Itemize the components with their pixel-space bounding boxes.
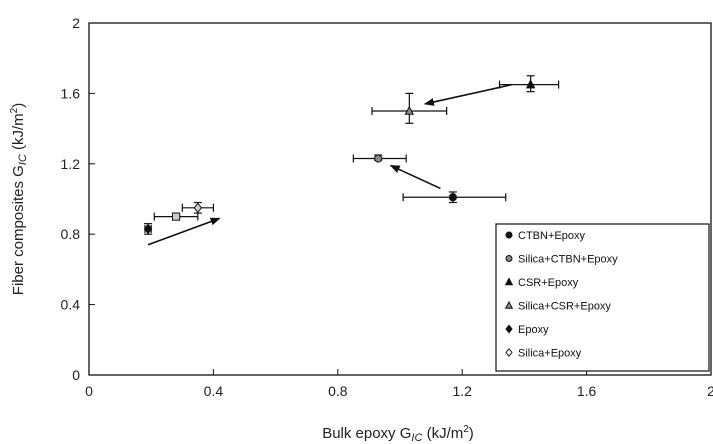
y-tick-label: 0.8 (61, 226, 81, 242)
y-axis-title-unit: (kJ/m (10, 113, 27, 154)
y-tick-label: 1.6 (61, 85, 81, 101)
x-tick-label: 1.6 (577, 383, 597, 399)
x-axis-title-sup: 2 (463, 424, 469, 435)
data-point (448, 193, 457, 202)
plot-area: 0 0.4 0.8 1.2 1.6 2 0 0.4 0.8 1.2 1.6 2 (61, 15, 713, 399)
legend-marker (505, 231, 513, 239)
x-axis-title-main: Bulk epoxy G (322, 425, 411, 442)
y-tick-label: 0 (72, 367, 80, 383)
y-tick-label: 1.2 (61, 156, 81, 172)
y-axis-title-sup: 2 (9, 107, 20, 113)
x-axis-title-close: ) (469, 425, 474, 442)
x-tick-label: 0.8 (328, 383, 348, 399)
y-tick-label: 0.4 (61, 297, 81, 313)
y-axis-title-close: ) (10, 103, 27, 108)
data-point (404, 105, 415, 115)
x-tick-label: 0.4 (204, 383, 224, 399)
x-tick-label: 0 (85, 383, 93, 399)
trend-arrow (423, 83, 513, 106)
data-point (193, 202, 203, 214)
data-point (171, 212, 181, 221)
legend-label: Silica+CSR+Epoxy (518, 301, 611, 313)
legend-label: Epoxy (518, 324, 549, 336)
legend: CTBN+Epoxy Silica+CTBN+Epoxy CSR+Epoxy Sili… (495, 223, 710, 372)
legend-label: CTBN+Epoxy (518, 230, 585, 242)
legend-marker (504, 300, 514, 309)
legend-marker (505, 255, 513, 262)
data-point (143, 223, 153, 235)
y-axis-title: Fiber composites GIC (kJ/m2) (9, 103, 29, 295)
legend-marker (505, 347, 513, 358)
x-tick-label: 2 (707, 383, 713, 399)
x-axis-title-sub: IC (411, 432, 422, 444)
legend-label: CSR+Epoxy (518, 277, 579, 289)
y-axis-title-main: Fiber composites G (10, 165, 27, 295)
y-axis-title-sub: IC (17, 154, 29, 165)
legend-marker (504, 277, 514, 286)
x-axis-title-unit: (kJ/m (422, 425, 463, 442)
x-axis-title: Bulk epoxy GIC (kJ/m2) (322, 424, 474, 444)
legend-label: Silica+Epoxy (518, 348, 582, 360)
legend-box (495, 223, 710, 372)
trend-arrow (147, 217, 221, 246)
data-point (525, 79, 536, 89)
x-tick-label: 1.2 (452, 383, 472, 399)
data-point (374, 154, 383, 163)
plot-frame (88, 22, 712, 376)
legend-label: Silica+CTBN+Epoxy (518, 254, 618, 266)
y-tick-label: 2 (72, 15, 80, 31)
legend-marker (505, 324, 513, 334)
trend-arrow (389, 164, 441, 190)
